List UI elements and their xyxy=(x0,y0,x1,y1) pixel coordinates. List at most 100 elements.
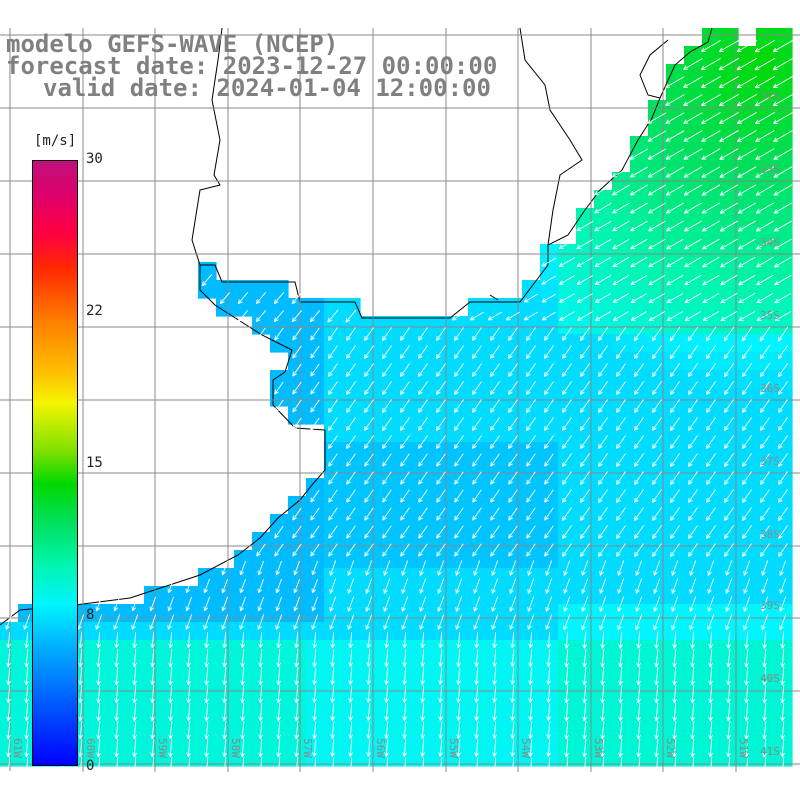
wind-arrow xyxy=(582,631,587,649)
wind-arrow xyxy=(633,543,644,557)
wind-speed-cell xyxy=(738,748,757,767)
wind-speed-cell xyxy=(486,316,505,335)
wind-speed-cell xyxy=(630,334,649,353)
wind-arrow xyxy=(723,399,734,413)
wind-speed-cell xyxy=(774,748,793,767)
wind-arrow xyxy=(293,614,301,630)
wind-speed-cell xyxy=(108,658,127,677)
wind-arrow xyxy=(327,435,338,449)
wind-speed-cell xyxy=(720,694,739,713)
wind-speed-cell xyxy=(666,568,685,587)
wind-arrow xyxy=(310,525,320,539)
wind-arrow xyxy=(759,399,770,413)
wind-speed-cell xyxy=(756,676,775,695)
wind-speed-cell xyxy=(90,658,109,677)
wind-speed-cell xyxy=(756,658,775,677)
wind-speed-cell xyxy=(360,694,379,713)
wind-arrow xyxy=(561,543,572,557)
wind-speed-cell xyxy=(738,316,757,335)
wind-arrow xyxy=(579,471,590,485)
wind-speed-cell xyxy=(774,334,793,353)
wind-speed-cell xyxy=(360,730,379,749)
wind-arrow xyxy=(543,399,554,413)
wind-arrow xyxy=(736,57,758,71)
wind-arrow xyxy=(492,632,497,649)
wind-arrow xyxy=(471,381,482,395)
wind-speed-cell xyxy=(594,676,613,695)
wind-speed-cell xyxy=(234,658,253,677)
wind-arrow xyxy=(167,596,174,612)
wind-speed-cell xyxy=(288,622,307,641)
wind-arrow xyxy=(630,238,648,250)
wind-arrow xyxy=(636,648,641,668)
wind-speed-cell xyxy=(774,550,793,569)
wind-speed-cell xyxy=(126,730,145,749)
wind-arrow xyxy=(705,399,716,413)
wind-arrow xyxy=(544,543,554,557)
wind-speed-cell xyxy=(666,676,685,695)
wind-arrow xyxy=(312,649,317,667)
wind-arrow xyxy=(684,238,702,250)
wind-speed-cell xyxy=(612,190,631,209)
wind-arrow xyxy=(633,417,644,431)
wind-arrow xyxy=(363,399,374,413)
wind-speed-cell xyxy=(396,730,415,749)
wind-arrow xyxy=(780,648,785,668)
wind-arrow xyxy=(96,667,101,686)
wind-speed-cell xyxy=(576,388,595,407)
wind-arrow xyxy=(417,399,428,413)
wind-speed-cell xyxy=(288,388,307,407)
wind-arrow xyxy=(510,649,515,667)
wind-speed-cell xyxy=(612,208,631,227)
wind-speed-cell xyxy=(486,550,505,569)
wind-arrow xyxy=(24,632,29,649)
wind-arrow xyxy=(736,39,758,53)
wind-speed-cell xyxy=(180,586,199,605)
wind-arrow xyxy=(743,560,751,576)
wind-speed-cell xyxy=(288,370,307,389)
wind-speed-cell xyxy=(612,442,631,461)
wind-speed-cell xyxy=(450,388,469,407)
wind-speed-cell xyxy=(486,514,505,533)
wind-speed-cell xyxy=(216,748,235,767)
wind-arrow xyxy=(615,507,626,521)
wind-arrow xyxy=(741,489,752,503)
wind-speed-cell xyxy=(738,640,757,659)
wind-arrow xyxy=(544,453,554,467)
wind-speed-cell xyxy=(540,262,559,281)
wind-speed-cell xyxy=(414,478,433,497)
wind-speed-cell xyxy=(288,730,307,749)
wind-speed-cell xyxy=(288,496,307,515)
wind-arrow xyxy=(653,596,661,612)
wind-speed-cell xyxy=(486,442,505,461)
wind-arrow xyxy=(633,507,644,521)
wind-speed-cell xyxy=(360,748,379,767)
wind-arrow xyxy=(581,596,589,612)
wind-arrow xyxy=(456,667,461,685)
wind-speed-cell xyxy=(540,658,559,677)
wind-speed-cell xyxy=(738,64,757,83)
wind-speed-cell xyxy=(720,28,739,47)
wind-arrow xyxy=(756,238,774,250)
wind-speed-cell xyxy=(378,316,397,335)
wind-speed-cell xyxy=(378,460,397,479)
wind-speed-cell xyxy=(648,460,667,479)
wind-speed-cell xyxy=(684,406,703,425)
wind-arrow xyxy=(436,453,446,467)
wind-speed-cell xyxy=(630,424,649,443)
wind-speed-cell xyxy=(468,460,487,479)
wind-speed-cell xyxy=(684,586,703,605)
wind-arrow xyxy=(707,596,715,612)
wind-arrow xyxy=(292,327,302,341)
wind-speed-cell xyxy=(612,622,631,641)
wind-arrow xyxy=(741,381,752,395)
wind-arrow xyxy=(510,632,515,649)
wind-speed-cell xyxy=(774,82,793,101)
wind-speed-cell xyxy=(450,460,469,479)
wind-arrow xyxy=(310,489,320,503)
wind-arrow xyxy=(777,435,788,449)
wind-arrow xyxy=(755,220,774,232)
wind-speed-cell xyxy=(630,694,649,713)
wind-speed-cell xyxy=(738,676,757,695)
wind-arrow xyxy=(669,543,680,557)
